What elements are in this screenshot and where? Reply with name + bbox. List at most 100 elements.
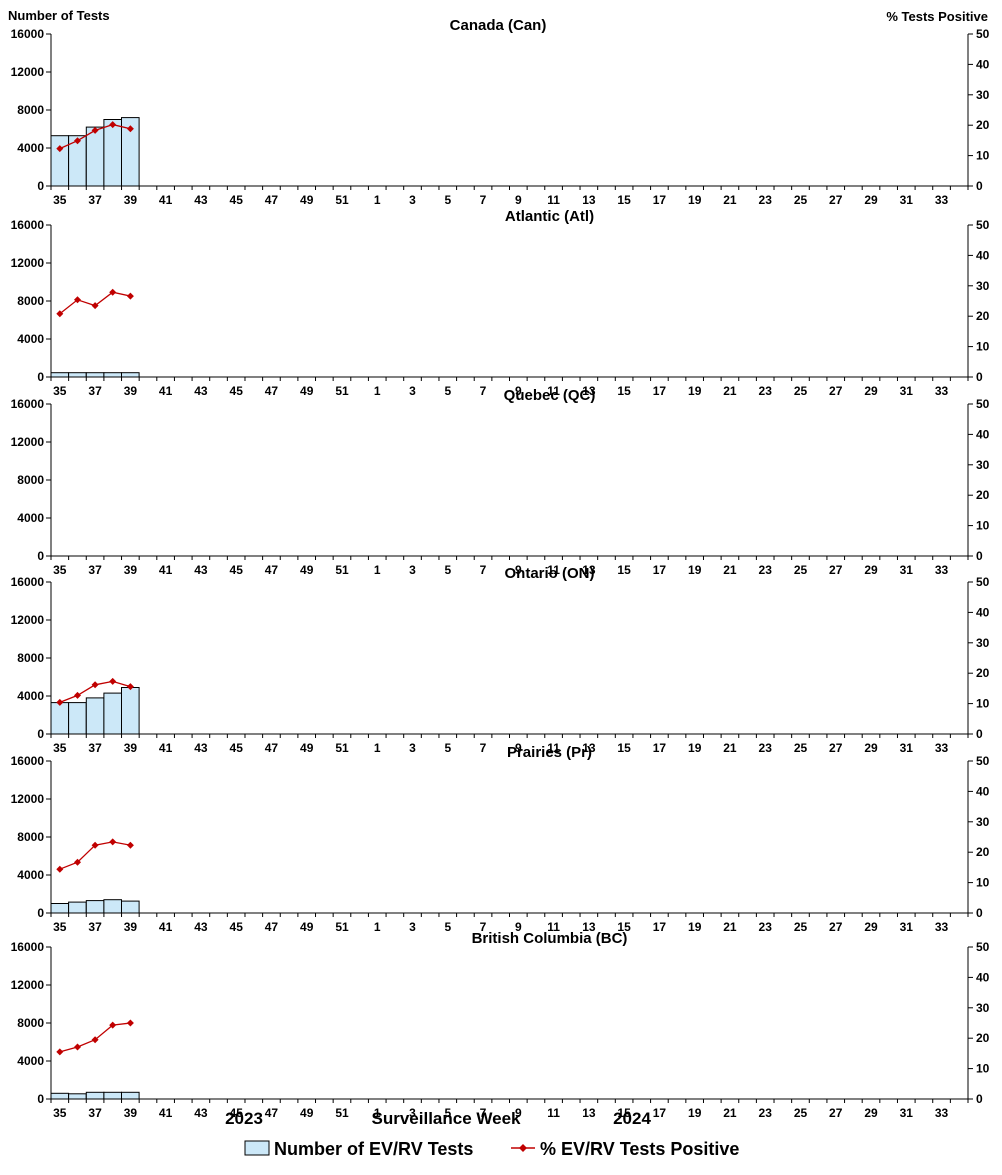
x-tick-label: 21 — [723, 920, 737, 934]
x-tick-label: 27 — [829, 563, 843, 577]
positivity-point-week-38 — [109, 677, 117, 685]
x-tick-label: 49 — [300, 741, 314, 755]
right-tick-label: 10 — [976, 1062, 990, 1076]
left-tick-label: 0 — [37, 727, 44, 741]
bar-week-35 — [50, 135, 70, 187]
x-tick-label: 19 — [688, 193, 702, 207]
x-tick-label: 51 — [335, 384, 349, 398]
x-tick-label: 37 — [88, 193, 102, 207]
x-tick-label: 35 — [53, 1106, 67, 1120]
x-tick-label: 13 — [582, 193, 596, 207]
legend: Number of EV/RV Tests % EV/RV Tests Posi… — [244, 1139, 739, 1159]
x-tick-label: 29 — [864, 741, 878, 755]
x-tick-label: 1 — [374, 1106, 381, 1120]
right-tick-label: 10 — [976, 340, 990, 354]
x-tick-label: 7 — [480, 563, 487, 577]
x-tick-label: 31 — [900, 741, 914, 755]
x-tick-label: 9 — [515, 920, 522, 934]
bar-week-35 — [50, 702, 70, 735]
bar-week-35 — [50, 1092, 70, 1100]
bar-week-38 — [103, 1091, 123, 1100]
legend-line-marker — [519, 1144, 527, 1152]
x-tick-label: 35 — [53, 563, 67, 577]
x-tick-label: 5 — [444, 741, 451, 755]
bar-week-37 — [85, 126, 105, 187]
x-tick-label: 11 — [547, 384, 560, 398]
positivity-point-week-35 — [56, 145, 64, 153]
x-tick-label: 15 — [617, 193, 631, 207]
positivity-point-week-35 — [56, 698, 64, 706]
x-tick-label: 5 — [444, 1106, 451, 1120]
left-tick-label: 4000 — [17, 689, 44, 703]
left-tick-label: 12000 — [11, 613, 45, 627]
bar-week-39 — [121, 687, 140, 735]
x-tick-label: 25 — [794, 920, 808, 934]
right-tick-label: 0 — [976, 1092, 983, 1106]
x-tick-label: 9 — [515, 563, 522, 577]
x-tick-label: 21 — [723, 741, 737, 755]
right-tick-label: 50 — [976, 754, 990, 768]
x-tick-label: 31 — [900, 1106, 914, 1120]
legend-bar-label: Number of EV/RV Tests — [274, 1139, 473, 1159]
right-tick-label: 40 — [976, 605, 990, 619]
positivity-point-week-38 — [109, 1021, 117, 1029]
left-tick-label: 8000 — [17, 651, 44, 665]
x-tick-label: 15 — [617, 563, 631, 577]
x-tick-label: 39 — [124, 920, 138, 934]
left-tick-label: 0 — [37, 549, 44, 563]
x-tick-label: 39 — [124, 384, 138, 398]
x-tick-label: 37 — [88, 563, 102, 577]
left-tick-label: 4000 — [17, 511, 44, 525]
right-tick-label: 50 — [976, 575, 990, 589]
bar-week-39 — [121, 372, 140, 378]
right-tick-label: 20 — [976, 118, 990, 132]
x-tick-label: 47 — [265, 741, 279, 755]
positivity-point-week-37 — [91, 302, 99, 310]
positivity-point-week-38 — [109, 288, 117, 296]
x-tick-label: 27 — [829, 384, 843, 398]
x-tick-label: 37 — [88, 1106, 102, 1120]
right-tick-label: 0 — [976, 727, 983, 741]
x-tick-label: 29 — [864, 1106, 878, 1120]
positivity-point-week-39 — [126, 1019, 134, 1027]
left-tick-label: 8000 — [17, 830, 44, 844]
x-tick-label: 3 — [409, 563, 416, 577]
x-tick-label: 11 — [547, 563, 560, 577]
bar-week-35 — [50, 372, 70, 378]
x-tick-label: 31 — [900, 563, 914, 577]
x-tick-label: 13 — [582, 384, 596, 398]
x-tick-label: 43 — [194, 741, 208, 755]
left-tick-label: 8000 — [17, 473, 44, 487]
left-tick-label: 0 — [37, 179, 44, 193]
positivity-point-week-37 — [91, 681, 99, 689]
right-tick-label: 0 — [976, 179, 983, 193]
x-tick-label: 9 — [515, 384, 522, 398]
x-tick-label: 33 — [935, 741, 949, 755]
x-tick-label: 17 — [653, 920, 667, 934]
x-tick-label: 23 — [759, 920, 773, 934]
x-tick-label: 23 — [759, 193, 773, 207]
right-tick-label: 50 — [976, 940, 990, 954]
positivity-point-week-38 — [109, 838, 117, 846]
x-tick-label: 1 — [374, 193, 381, 207]
x-tick-label: 23 — [759, 384, 773, 398]
x-tick-label: 41 — [159, 193, 173, 207]
legend-bar-swatch — [244, 1140, 270, 1156]
x-tick-label: 41 — [159, 1106, 173, 1120]
x-tick-label: 41 — [159, 384, 173, 398]
left-tick-label: 4000 — [17, 141, 44, 155]
x-tick-label: 7 — [480, 741, 487, 755]
x-tick-label: 27 — [829, 1106, 843, 1120]
right-tick-label: 10 — [976, 519, 990, 533]
positivity-point-week-37 — [91, 126, 99, 134]
x-tick-label: 9 — [515, 741, 522, 755]
x-tick-label: 49 — [300, 1106, 314, 1120]
x-tick-label: 7 — [480, 384, 487, 398]
right-tick-label: 10 — [976, 697, 990, 711]
x-tick-label: 35 — [53, 384, 67, 398]
right-tick-label: 30 — [976, 458, 990, 472]
x-tick-label: 23 — [759, 741, 773, 755]
x-tick-label: 47 — [265, 384, 279, 398]
panel-title: Atlantic (Atl) — [505, 208, 594, 225]
